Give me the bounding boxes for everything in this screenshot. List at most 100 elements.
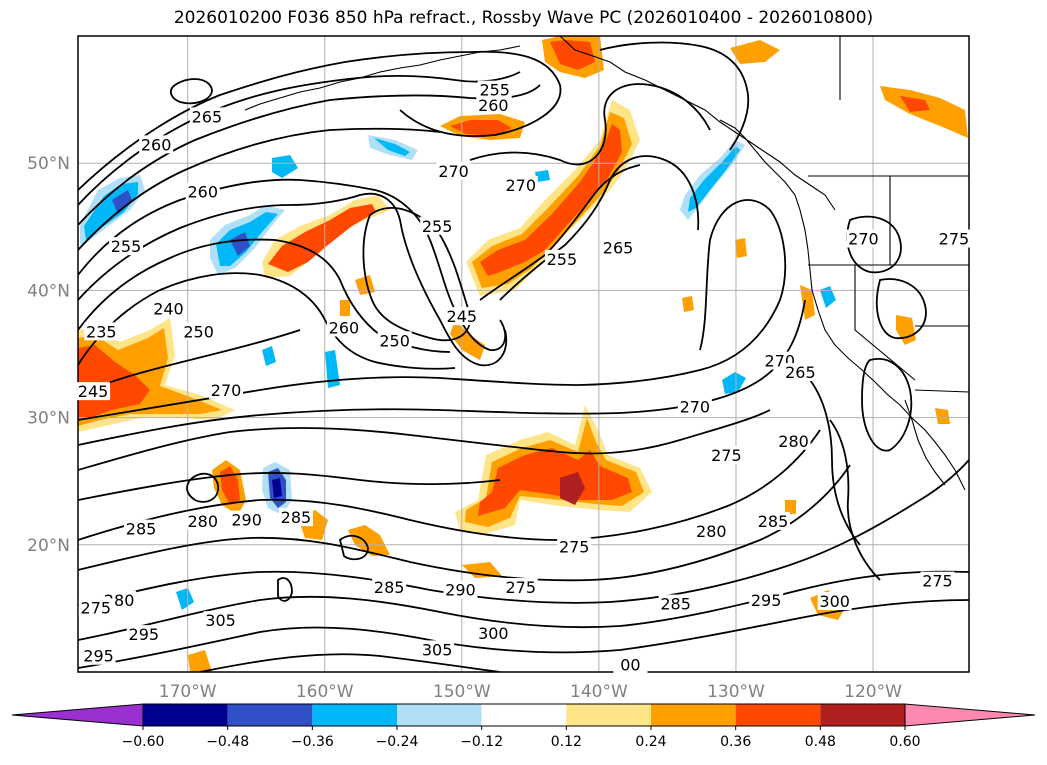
contour-value-label: 275 — [922, 572, 953, 591]
bc-coastline — [719, 119, 809, 251]
contour-value-label: 270 — [505, 176, 536, 195]
negative-anomaly-region — [535, 170, 550, 182]
longitude-tick-label: 150°W — [433, 682, 491, 702]
contour-label-background — [776, 431, 811, 450]
negative-anomaly-region — [722, 372, 746, 394]
contour-label-background — [503, 578, 538, 597]
contour-value-label: 235 — [86, 322, 117, 341]
contour-line — [78, 599, 969, 669]
contour-label-background — [420, 640, 455, 659]
contour-label-background — [189, 107, 224, 126]
colorbar-tick-label: −0.24 — [376, 734, 419, 750]
contour-label-background — [694, 522, 729, 541]
contour-line — [78, 570, 969, 641]
contour-value-label: 295 — [83, 647, 114, 666]
contour-value-label: 305 — [422, 640, 453, 659]
contour-line — [469, 83, 711, 166]
positive-anomaly-region — [268, 204, 376, 272]
contour-value-label: 285 — [660, 595, 691, 614]
contour-value-label: 265 — [192, 107, 223, 126]
contour-line — [78, 472, 501, 501]
contour-value-label: 295 — [129, 625, 160, 644]
negative-anomaly-region — [176, 588, 194, 610]
contour-value-label: 280 — [696, 522, 727, 541]
contour-line — [78, 50, 562, 191]
contour-value-label: 260 — [329, 319, 360, 338]
contour-label-background — [185, 182, 220, 201]
contour-value-label: 270 — [848, 230, 879, 249]
contour-line — [78, 127, 441, 251]
contour-value-label: 265 — [785, 363, 816, 382]
contour-label-background — [108, 237, 143, 256]
contour-label-background — [817, 592, 852, 611]
contour-value-label: 250 — [183, 322, 214, 341]
mexico-us-border — [914, 389, 969, 393]
contour-line — [78, 459, 969, 606]
negative-anomaly-region — [112, 190, 132, 214]
contour-label-background — [477, 80, 512, 99]
contour-label-background — [936, 229, 971, 248]
contour-value-label: 270 — [680, 397, 711, 416]
contour-label-background — [503, 176, 538, 195]
positive-anomaly-region — [935, 408, 950, 424]
longitude-tick-label: 170°W — [159, 682, 217, 702]
contour-value-label: 285 — [126, 520, 157, 539]
contour-label-background — [709, 445, 744, 464]
colorbar-segment — [312, 704, 397, 726]
contour-value-label: 245 — [447, 307, 478, 326]
positive-anomaly-region — [550, 40, 595, 70]
contour-value-label: 00 — [620, 656, 640, 675]
colorbar-segment — [481, 704, 567, 726]
colorbar-segment — [397, 704, 482, 726]
colorbar-extend-max — [904, 703, 1036, 727]
contour-value-label: 260 — [141, 135, 172, 154]
contour-label-background — [601, 238, 636, 257]
colorbar: −0.60 −0.48 −0.36 −0.24 −0.12 0.12 0.24 0.36 0.4… — [11, 703, 1036, 750]
contour-label-background — [76, 382, 111, 401]
longitude-tick-label: 160°W — [296, 682, 354, 702]
contour-value-label: 280 — [187, 512, 218, 531]
contour-label-background — [326, 318, 361, 337]
contour-line — [78, 464, 851, 582]
positive-anomaly-region — [560, 472, 585, 505]
plot-frame — [77, 35, 970, 673]
contour-value-label: 270 — [438, 162, 469, 181]
positive-anomaly-region — [900, 96, 930, 112]
contour-line — [199, 653, 501, 672]
contour-label-background — [203, 611, 238, 630]
contour-label-background — [124, 519, 159, 538]
colorbar-tick-label: −0.60 — [122, 734, 165, 750]
contour-value-label: 280 — [778, 432, 809, 451]
positive-anomaly-region — [348, 525, 390, 556]
map-title: 2026010200 F036 850 hPa refract., Rossby… — [173, 8, 874, 28]
contour-label-background — [278, 508, 313, 527]
latitude-tick-label: 50°N — [27, 154, 70, 174]
aleutian-islands — [244, 45, 521, 111]
colorbar-segment — [651, 704, 736, 726]
us-west-coastline — [807, 249, 966, 491]
contour-value-label: 275 — [939, 230, 970, 249]
contour-label-background — [443, 580, 478, 599]
contour-line — [861, 358, 913, 452]
contour-value-label: 295 — [751, 591, 782, 610]
colorbar-tick-label: 0.12 — [551, 734, 582, 750]
colorbar-tick-label: 0.36 — [720, 734, 751, 750]
contour-value-label: 255 — [111, 237, 142, 256]
contour-value-label: 300 — [819, 592, 850, 611]
colorbar-segment — [227, 704, 313, 726]
contour-line — [599, 41, 750, 151]
contour-value-label: 300 — [478, 624, 509, 643]
contour-value-label: 245 — [78, 382, 109, 401]
contour-label-background — [126, 625, 161, 644]
longitude-labels: 170°W 160°W 150°W 140°W 130°W 120°W — [159, 682, 902, 702]
contour-value-label: 240 — [153, 299, 184, 318]
contour-value-label: 255 — [422, 217, 453, 236]
contour-label-background — [755, 511, 790, 530]
contour-label-background — [557, 537, 592, 556]
contour-value-label: 285 — [374, 578, 405, 597]
negative-anomaly-region — [374, 138, 410, 156]
contour-value-label: 285 — [281, 508, 312, 527]
contour-value-label: 260 — [187, 182, 218, 201]
